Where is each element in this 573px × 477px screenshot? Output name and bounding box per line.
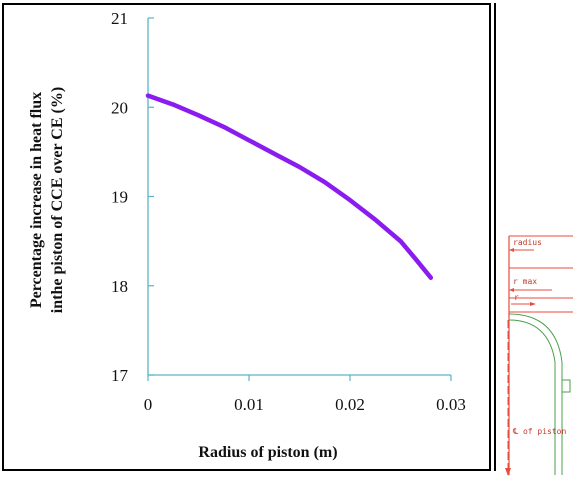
diagram-label-r: r xyxy=(514,293,519,302)
x-tick-label: 0.02 xyxy=(335,395,365,414)
diagram-label-rmax: r max xyxy=(513,277,537,286)
y-tick-label: 20 xyxy=(111,98,128,117)
y-tick-label: 19 xyxy=(111,188,128,207)
y-tick-label: 21 xyxy=(111,9,128,28)
y-tick-label: 17 xyxy=(111,366,129,385)
y-axis-title-line-1: Percentage increase in heat flux xyxy=(28,92,45,308)
piston-ring-groove xyxy=(562,379,571,393)
x-tick-label: 0.01 xyxy=(234,395,264,414)
chart-series xyxy=(145,93,434,280)
x-tick-label: 0 xyxy=(144,395,153,414)
piston-crown-outer xyxy=(508,313,563,475)
diagram-label-center: ℄ of piston xyxy=(512,427,566,436)
rmax-arrowhead xyxy=(509,288,514,292)
chart-ticks: 17 18 19 20 21 0 0.01 0.02 0.03 xyxy=(111,9,466,414)
chart-axes xyxy=(147,18,451,376)
y-tick-label: 18 xyxy=(111,277,128,296)
radius-arrowhead xyxy=(509,248,514,252)
r-arrowhead-right xyxy=(530,302,536,306)
series-line xyxy=(145,93,434,280)
x-tick-label: 0.03 xyxy=(436,395,466,414)
y-axis-title-line-2: inthe piston of CCE over CE (%) xyxy=(49,87,66,313)
frame-divider xyxy=(494,3,497,471)
centerline-arrowhead xyxy=(505,468,511,476)
chart-frame xyxy=(2,3,491,471)
x-axis-title: Radius of piston (m) xyxy=(198,444,337,461)
diagram-label-radius: radius xyxy=(513,238,542,247)
piston-diagram: radius r max r ℄ of piston xyxy=(505,235,573,476)
piston-crown-inner xyxy=(508,319,556,475)
